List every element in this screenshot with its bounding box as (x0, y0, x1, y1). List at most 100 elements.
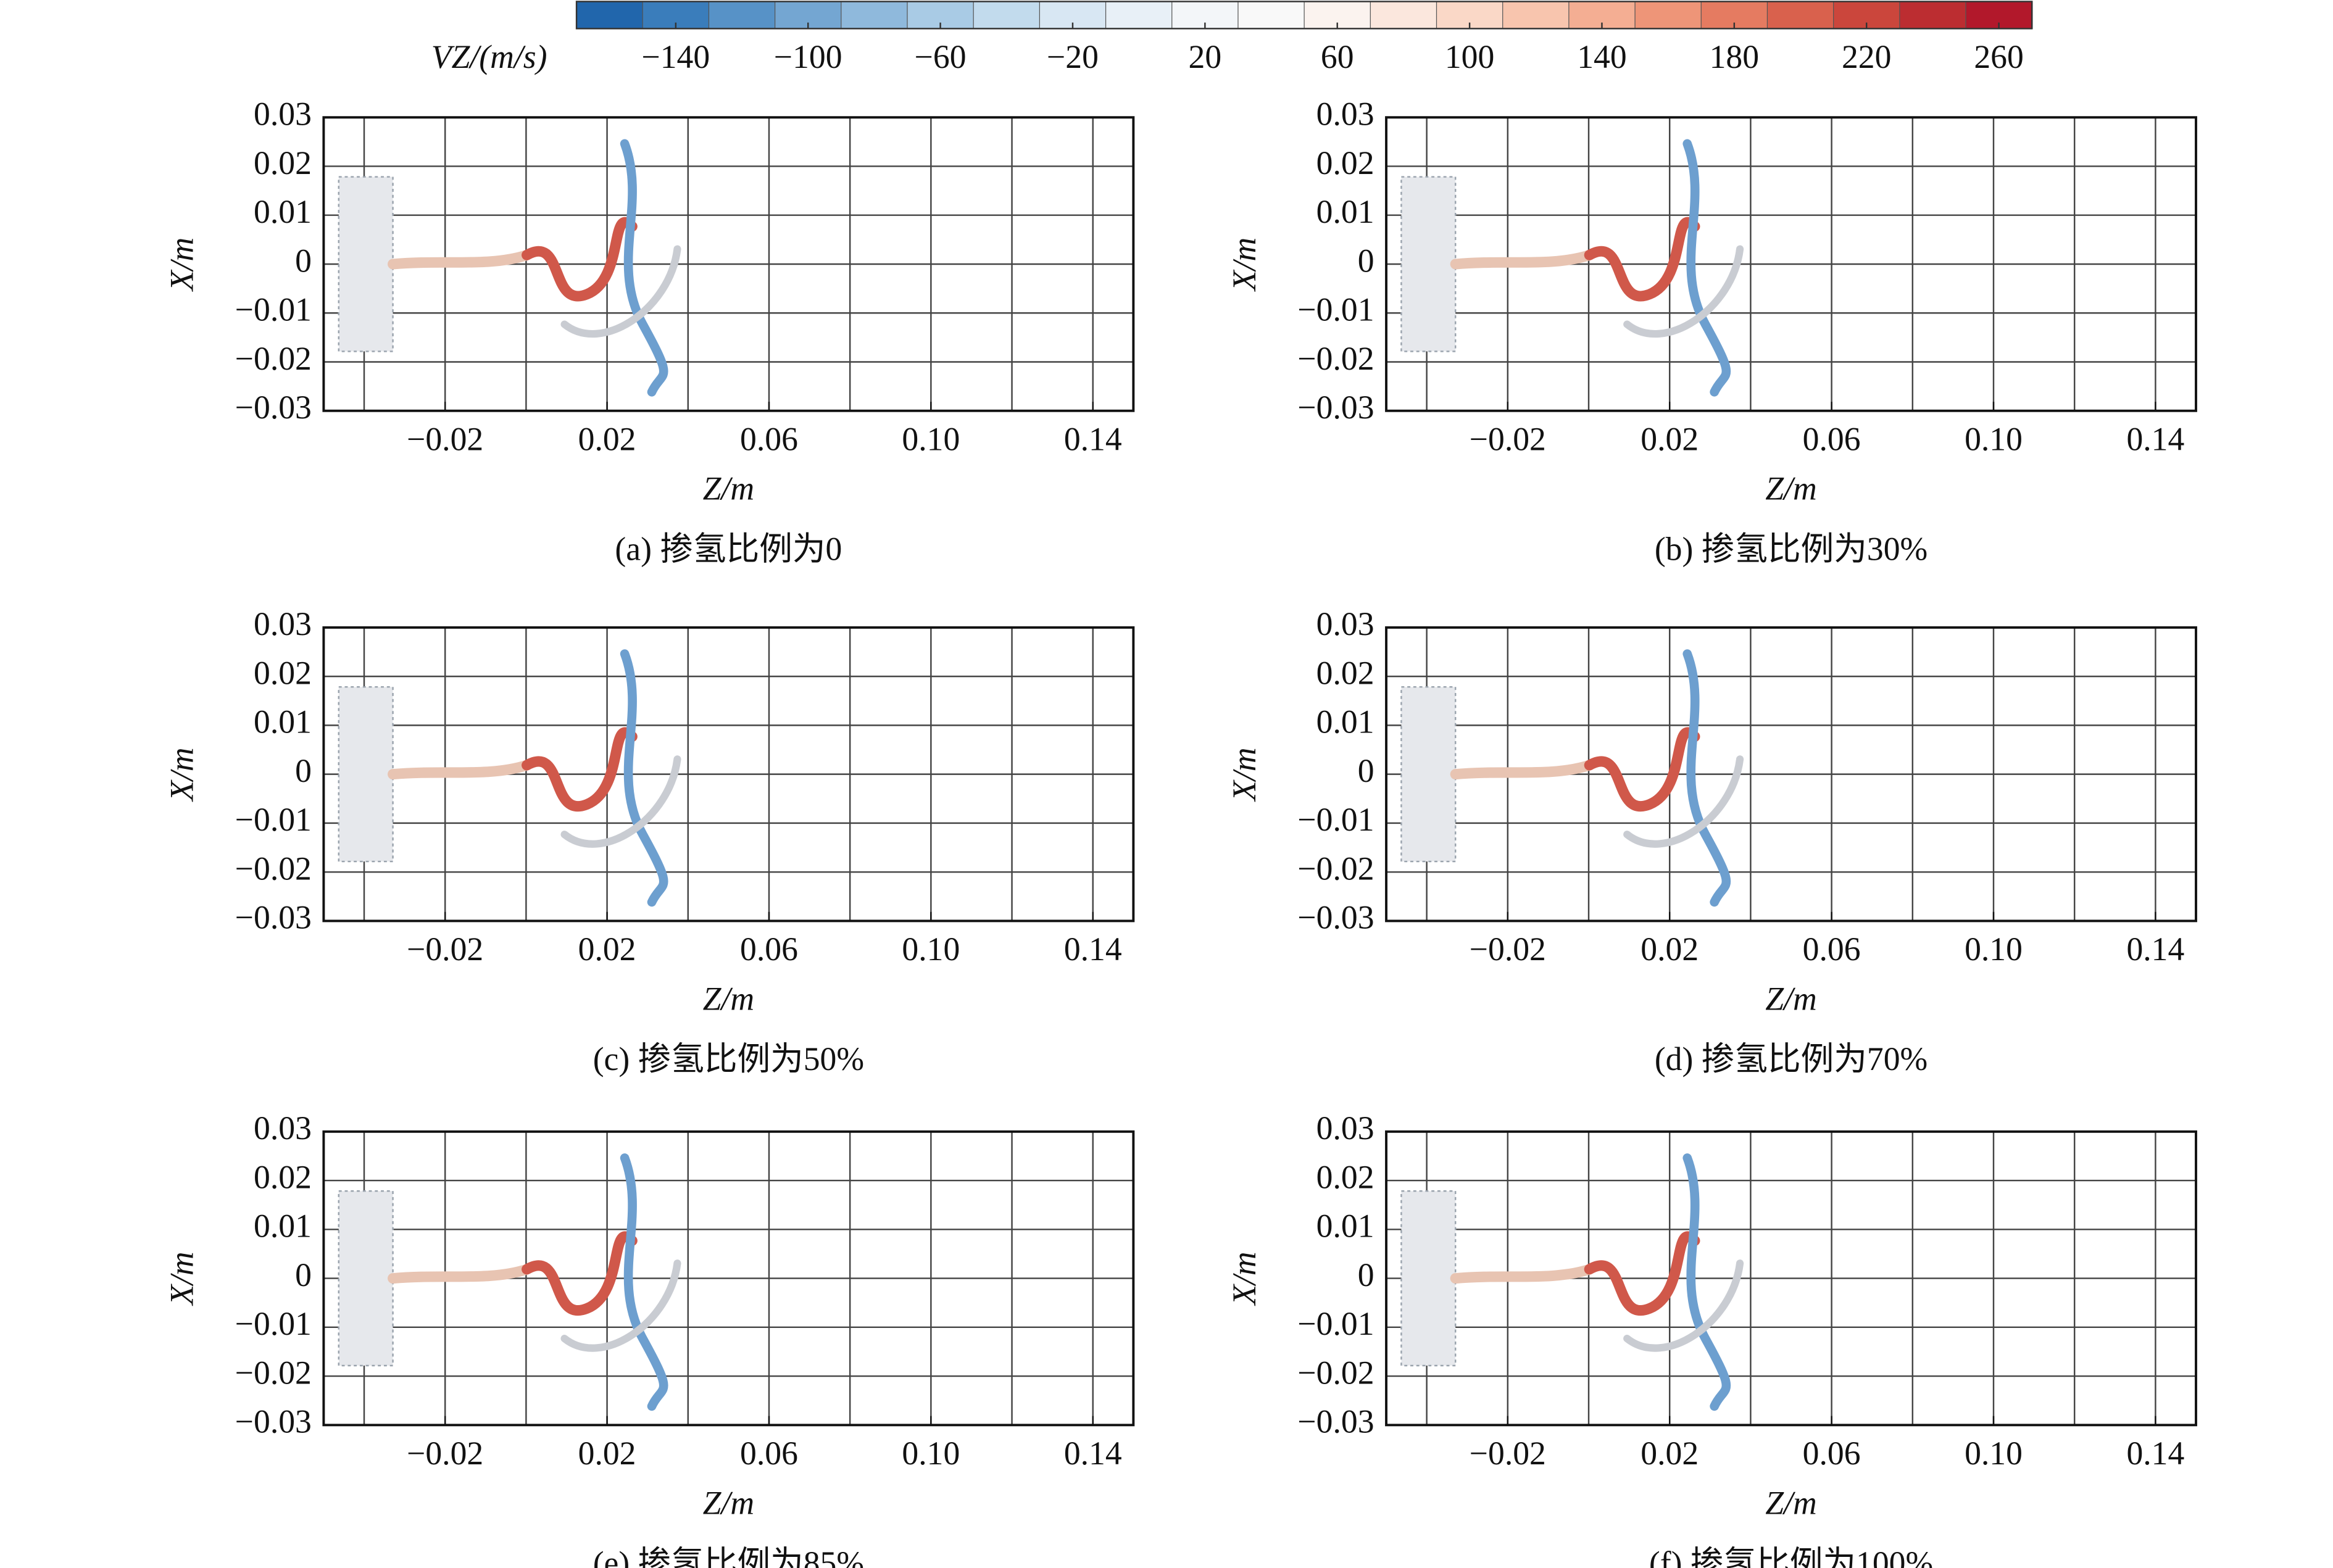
vortex-red (1584, 1231, 1700, 1316)
y-tick-label: 0.03 (254, 605, 312, 642)
jet-core (1450, 1264, 1595, 1284)
y-tick-label: −0.03 (235, 899, 312, 936)
colorbar-tick-label: −20 (1047, 38, 1099, 75)
y-tick-label: 0.01 (254, 193, 312, 230)
y-axis-label: X/m (1226, 747, 1263, 802)
axes-frame (1385, 1130, 2197, 1427)
y-tick-label: −0.01 (1297, 1305, 1374, 1342)
x-axis-label: Z/m (703, 470, 754, 507)
x-tick-label: 0.06 (1803, 931, 1861, 968)
injector-spray (338, 686, 394, 863)
y-tick-label: −0.01 (1297, 801, 1374, 838)
colorbar-swatch (1766, 1, 1834, 29)
colorbar-tick-label: 60 (1321, 38, 1354, 75)
y-tick-label: 0.03 (1316, 1110, 1374, 1147)
x-tick-label: 0.06 (1803, 420, 1861, 457)
y-tick-label: 0 (295, 1256, 312, 1293)
injector-spray (1400, 686, 1457, 863)
y-tick-label: 0.02 (1316, 654, 1374, 691)
colorbar-tick-label: 140 (1577, 38, 1626, 75)
jet-core (1450, 760, 1595, 780)
vortex-red (522, 1231, 638, 1316)
x-tick-label: 0.06 (740, 1435, 798, 1472)
x-tick-label: −0.02 (407, 420, 483, 457)
y-tick-label: −0.03 (1297, 899, 1374, 936)
panel: 0.03 0.02 0.01 0 −0.01 −0.02 −0.03 −0.02 0.02 0.0… (163, 96, 1135, 567)
x-tick-label: 0.02 (1641, 420, 1699, 457)
x-tick-label: 0.10 (902, 420, 960, 457)
panel-title: (e) 掺氢比例为85% (593, 1545, 864, 1568)
y-axis-label: X/m (1226, 1251, 1263, 1306)
vortex-gray (560, 755, 681, 848)
x-tick-label: 0.02 (578, 420, 636, 457)
y-tick-label: 0.03 (1316, 605, 1374, 642)
colorbar-swatch (1502, 1, 1570, 29)
y-axis-label: X/m (163, 747, 200, 802)
panel-title: (b) 掺氢比例为30% (1655, 530, 1928, 567)
y-tick-label: 0.02 (254, 654, 312, 691)
y-tick-label: −0.02 (1297, 1354, 1374, 1391)
colorbar-swatch (708, 1, 776, 29)
y-tick-label: 0 (295, 752, 312, 789)
y-tick-label: 0.02 (254, 1158, 312, 1195)
x-axis-label: Z/m (703, 980, 754, 1017)
y-tick-label: −0.02 (235, 850, 312, 887)
axes-frame (322, 116, 1135, 412)
y-tick-label: −0.03 (235, 1403, 312, 1440)
colorbar-swatch (841, 1, 909, 29)
panel-title: (f) 掺氢比例为100% (1649, 1545, 1933, 1568)
y-tick-label: 0 (295, 242, 312, 279)
y-tick-label: 0 (1358, 242, 1374, 279)
vortex-red (1584, 217, 1700, 302)
jet-core (388, 249, 533, 270)
y-tick-label: −0.02 (1297, 340, 1374, 377)
x-tick-label: 0.14 (1064, 931, 1122, 968)
y-axis-label: X/m (1226, 238, 1263, 292)
x-axis-label: Z/m (1765, 470, 1816, 507)
x-tick-label: 0.02 (578, 931, 636, 968)
vortex-blue (1682, 139, 1731, 397)
x-tick-label: 0.10 (1965, 931, 2023, 968)
y-tick-label: 0.01 (254, 703, 312, 740)
y-tick-label: 0 (1358, 1256, 1374, 1293)
colorbar-tick-label: 220 (1842, 38, 1891, 75)
colorbar-swatch (1105, 1, 1173, 29)
x-tick-label: 0.14 (1064, 420, 1122, 457)
x-tick-label: 0.10 (902, 931, 960, 968)
y-tick-label: −0.01 (235, 291, 312, 328)
vortex-red (522, 727, 638, 811)
y-tick-label: −0.01 (235, 801, 312, 838)
x-tick-label: 0.06 (740, 931, 798, 968)
colorbar-tick-label: 100 (1445, 38, 1494, 75)
y-axis-label: X/m (163, 1251, 200, 1306)
vortex-blue (1682, 1153, 1731, 1411)
x-tick-label: −0.02 (1470, 1435, 1546, 1472)
vortex-gray (1623, 245, 1744, 338)
colorbar-swatch (1634, 1, 1702, 29)
x-tick-label: 0.10 (1965, 420, 2023, 457)
y-tick-label: −0.03 (1297, 1403, 1374, 1440)
colorbar-tick-label: −140 (642, 38, 710, 75)
axes-frame (1385, 626, 2197, 923)
panel-title: (a) 掺氢比例为0 (615, 530, 842, 567)
axes-frame (322, 1130, 1135, 1427)
colorbar-swatch (1899, 1, 1967, 29)
colorbar-swatch (1370, 1, 1437, 29)
y-tick-label: −0.03 (1297, 389, 1374, 426)
axes-frame (1385, 116, 2197, 412)
y-tick-label: 0.03 (1316, 96, 1374, 133)
jet-core (388, 760, 533, 780)
x-tick-label: −0.02 (1470, 420, 1546, 457)
jet-core (388, 1264, 533, 1284)
x-tick-label: 0.14 (2126, 1435, 2184, 1472)
vortex-blue (620, 1153, 668, 1411)
y-tick-label: 0.01 (1316, 193, 1374, 230)
vortex-blue (620, 139, 668, 397)
colorbar-tick-label: −100 (774, 38, 842, 75)
panel-title: (c) 掺氢比例为50% (593, 1040, 864, 1077)
y-tick-label: 0.01 (254, 1208, 312, 1245)
colorbar-tick-label: 260 (1974, 38, 2023, 75)
injector-spray (338, 176, 394, 352)
panel: 0.03 0.02 0.01 0 −0.01 −0.02 −0.03 −0.02 0.02 0.0… (1226, 605, 2197, 1077)
vortex-blue (1682, 649, 1731, 907)
